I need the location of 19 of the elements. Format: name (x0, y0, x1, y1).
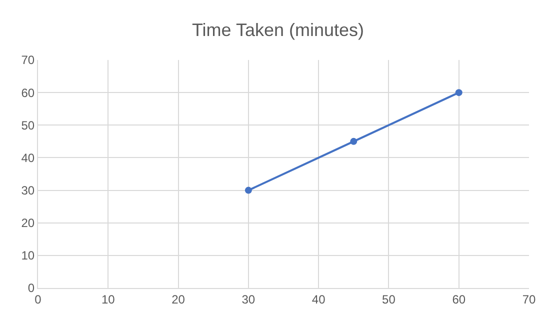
x-tick-label: 20 (172, 292, 186, 306)
point (244, 186, 252, 194)
x-tick-label: 60 (452, 292, 466, 306)
point (350, 138, 358, 145)
chart-title: Time Taken (minutes) (192, 20, 364, 40)
y-tick-label: 0 (28, 281, 35, 296)
x-tick-label: 30 (242, 292, 256, 306)
x-tick-label: 70 (522, 292, 536, 306)
y-tick-label: 40 (21, 150, 35, 165)
point (455, 89, 462, 96)
y-tick-label: 10 (21, 248, 35, 263)
x-tick-label: 50 (382, 292, 396, 306)
x-tick-label: 40 (312, 292, 326, 306)
y-tick-label: 70 (21, 53, 35, 68)
x-tick-label: 10 (101, 292, 116, 306)
y-tick-label: 60 (21, 86, 35, 100)
y-tick-label: 50 (21, 118, 35, 132)
y-tick-label: 20 (21, 216, 35, 230)
y-tick-label: 30 (21, 183, 35, 198)
